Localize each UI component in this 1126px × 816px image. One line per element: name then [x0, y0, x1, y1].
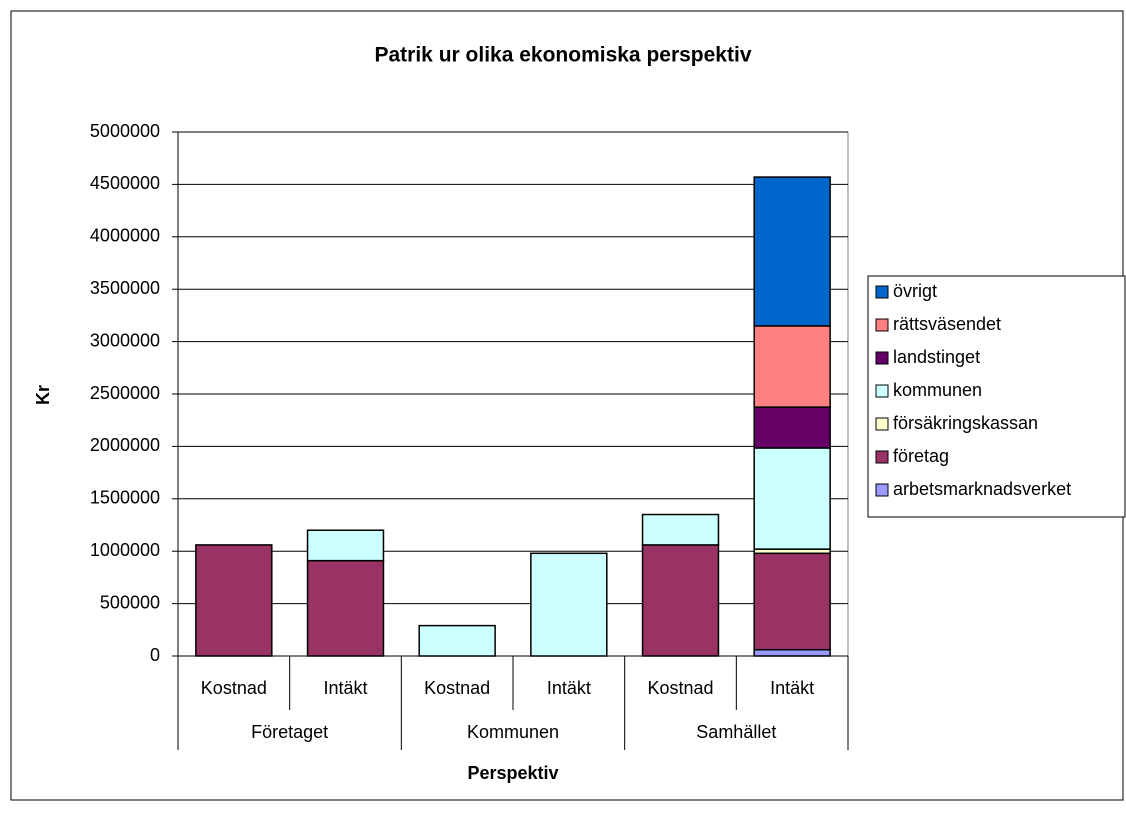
bar-segment: [753, 406, 831, 449]
bar-segment: [306, 559, 385, 657]
bar-segment: [530, 552, 608, 657]
y-tick-label: 1500000: [90, 488, 160, 508]
bar-segment: [306, 529, 385, 562]
x-tick-label: Kostnad: [647, 678, 713, 698]
y-tick-label: 0: [150, 645, 160, 665]
y-tick-label: 1000000: [90, 540, 160, 560]
legend-swatch: [875, 384, 889, 398]
x-tick-label: Intäkt: [770, 678, 814, 698]
bar-segment: [753, 552, 831, 651]
y-tick-label: 2500000: [90, 383, 160, 403]
legend-swatch: [875, 483, 889, 497]
legend-swatch: [875, 450, 889, 464]
y-tick-label: 3500000: [90, 278, 160, 298]
legend-label: kommunen: [893, 380, 982, 400]
y-tick-label: 5000000: [90, 121, 160, 141]
group-label: Kommunen: [467, 722, 559, 742]
bar-segment: [641, 513, 720, 546]
bar-segment: [753, 648, 831, 657]
y-tick-label: 2000000: [90, 435, 160, 455]
x-tick-label: Intäkt: [323, 678, 367, 698]
y-axis-title: Kr: [33, 385, 53, 405]
bar-segment: [641, 544, 720, 657]
legend-swatch: [875, 318, 889, 332]
y-tick-label: 3000000: [90, 330, 160, 350]
legend-label: övrigt: [893, 281, 937, 301]
bar-segment: [753, 447, 831, 550]
bar-segment: [753, 176, 831, 327]
x-tick-label: Kostnad: [424, 678, 490, 698]
bar-segment: [418, 624, 496, 657]
y-tick-label: 4000000: [90, 226, 160, 246]
legend-label: företag: [893, 446, 949, 466]
legend-label: försäkringskassan: [893, 413, 1038, 433]
group-label: Samhället: [696, 722, 776, 742]
legend-swatch: [875, 351, 889, 365]
legend-swatch: [875, 417, 889, 431]
legend-label: rättsväsendet: [893, 314, 1001, 334]
legend-label: landstinget: [893, 347, 980, 367]
bar-segment: [195, 544, 273, 657]
legend-box: [867, 275, 1126, 518]
bar-segment: [753, 325, 831, 408]
chart-title: Patrik ur olika ekonomiska perspektiv: [375, 44, 752, 67]
legend-label: arbetsmarknadsverket: [893, 479, 1071, 499]
x-axis-title: Perspektiv: [467, 763, 558, 783]
y-tick-label: 500000: [100, 592, 160, 612]
y-tick-label: 4500000: [90, 173, 160, 193]
group-label: Företaget: [251, 722, 328, 742]
x-tick-label: Intäkt: [547, 678, 591, 698]
legend-swatch: [875, 285, 889, 299]
x-tick-label: Kostnad: [201, 678, 267, 698]
